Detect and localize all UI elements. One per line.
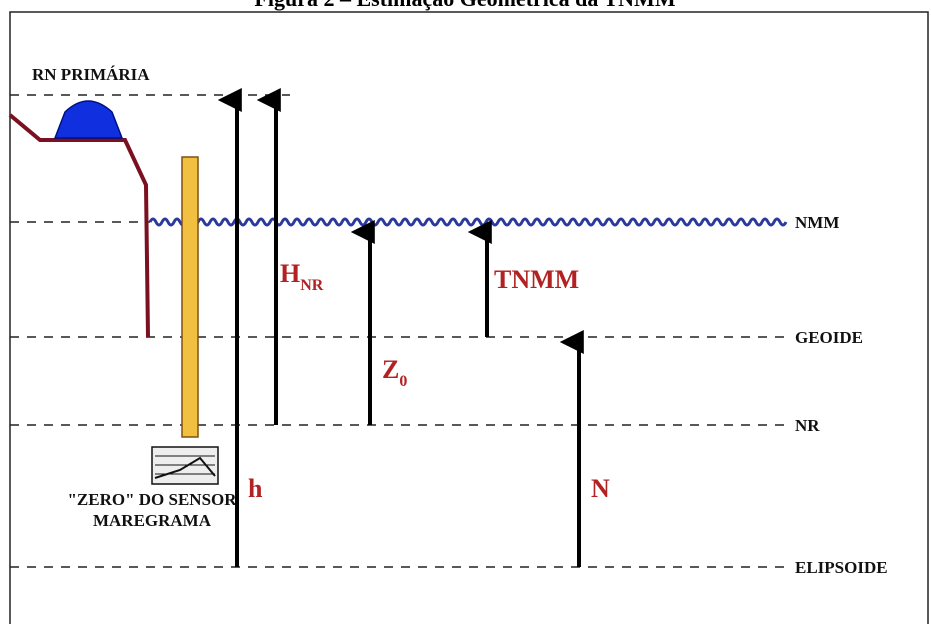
rn-label: RN PRIMÁRIA (32, 65, 150, 84)
maregrama-label: MAREGRAMA (93, 511, 212, 530)
benchmark (55, 101, 122, 138)
hnr-sub: NR (300, 277, 324, 294)
z0-main: Z (382, 355, 399, 384)
tide-staff (182, 157, 198, 437)
hnr-label: HNR (280, 259, 324, 294)
n-label: N (591, 474, 610, 503)
nr-label: NR (795, 416, 820, 435)
hnr-main: H (280, 259, 300, 288)
coast (10, 115, 148, 337)
sea-level-wave (150, 219, 786, 225)
geoide-label: GEOIDE (795, 328, 863, 347)
elipsoide-label: ELIPSOIDE (795, 558, 888, 577)
diagram: Figura 2 – Estimação Geométrica da TNMM … (0, 0, 931, 624)
z0-label: Z0 (382, 355, 407, 390)
marigraph (152, 447, 218, 484)
title: Figura 2 – Estimação Geométrica da TNMM (254, 0, 675, 11)
h-label: h (248, 474, 263, 503)
sensor-label: "ZERO" DO SENSOR (67, 490, 237, 509)
nmm-label: NMM (795, 213, 839, 232)
tnmm-label: TNMM (494, 265, 579, 294)
z0-sub: 0 (399, 373, 407, 390)
